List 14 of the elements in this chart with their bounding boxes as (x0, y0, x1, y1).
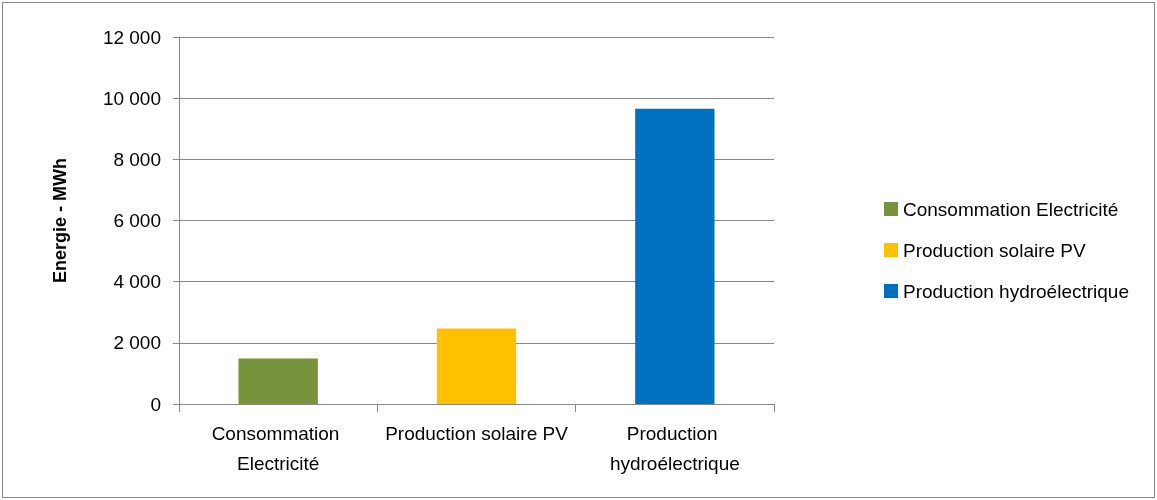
y-axis-title: Energie - MWh (50, 158, 70, 283)
legend-label: Consommation Electricité (902, 198, 1119, 220)
y-tick-label: 6 000 (113, 210, 161, 231)
x-tick-label: Production solaire PV (385, 422, 569, 444)
legend-label: Production solaire PV (902, 239, 1087, 261)
y-tick-label: 2 000 (113, 332, 161, 354)
x-tick-label: Production hydroélectrique (609, 422, 740, 474)
legend-label: Production hydroélectrique (902, 280, 1130, 302)
y-tick-label: 10 000 (102, 87, 161, 109)
y-tick-label: 0 (150, 393, 161, 415)
x-tick-label: Consommation Electricité (211, 422, 345, 474)
y-tick-label: 12 000 (102, 26, 161, 48)
y-tick-label: 8 000 (113, 148, 161, 170)
y-tick-label: 4 000 (113, 271, 161, 293)
